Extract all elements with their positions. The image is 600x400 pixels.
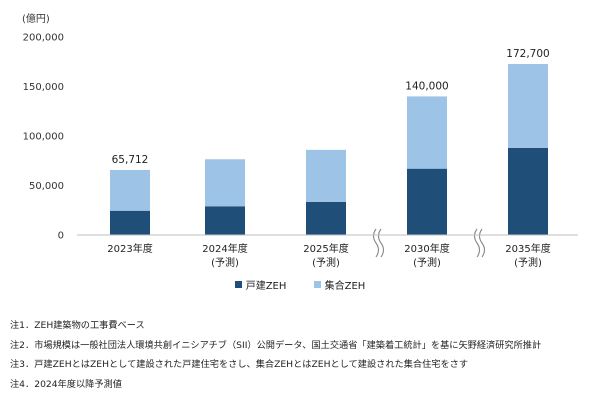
category-sublabel: (予測) <box>413 256 441 269</box>
category-labels: 2023年度 2024年度(予測)2025年度(予測)2030年度(予測)2035… <box>107 242 550 269</box>
y-tick-label: 200,000 <box>23 33 64 44</box>
category-label: 2035年度 <box>505 242 550 255</box>
category-sublabel: (予測) <box>211 256 239 269</box>
axis-break-mark <box>372 228 380 258</box>
legend-label-collective: 集合ZEH <box>324 281 366 292</box>
note-1: 注1．ZEH建築物の工事費ベース <box>10 320 145 331</box>
category-label: 2030年度 <box>404 242 449 255</box>
bar-detached-zeh <box>306 201 346 235</box>
legend-item-detached: 戸建ZEH <box>234 277 287 292</box>
total-value-label: 140,000 <box>405 80 448 92</box>
y-tick-label: 50,000 <box>29 181 64 192</box>
bar-collective-zeh <box>508 64 548 148</box>
bar-collective-zeh <box>205 159 245 207</box>
y-tick-label: 150,000 <box>23 82 64 93</box>
category-label: 2025年度 <box>303 242 348 255</box>
y-tick-label: 0 <box>58 231 64 242</box>
category-sublabel: (予測) <box>312 256 340 269</box>
total-value-label: 172,700 <box>506 48 549 60</box>
legend-item-collective: 集合ZEH <box>313 277 366 292</box>
bar-collective-zeh <box>407 96 447 169</box>
note-3: 注3．戸建ZEHとはZEHとして建設された戸建住宅をさし、集合ZEHとはZEHと… <box>10 359 469 370</box>
y-axis-unit-label: (億円) <box>22 12 50 25</box>
legend-swatch-collective <box>313 281 321 288</box>
bar-detached-zeh <box>407 168 447 235</box>
category-sublabel: (予測) <box>514 256 542 269</box>
legend: 戸建ZEH 集合ZEH <box>0 277 600 292</box>
bar-detached-zeh <box>110 210 150 235</box>
bar-collective-zeh <box>306 149 346 202</box>
note-2: 注2．市場規模は一般社団法人環境共創イニシアチブ（SII）公開データ、国土交通省… <box>10 339 542 351</box>
legend-swatch-detached <box>234 281 242 288</box>
legend-label-detached: 戸建ZEH <box>245 281 287 292</box>
axis-breaks <box>370 228 486 258</box>
note-4: 注4．2024年度以降予測値 <box>10 378 122 390</box>
bar-detached-zeh <box>508 147 548 235</box>
data-labels: 65,712 140,000 172,700 <box>112 48 550 166</box>
zeh-market-chart: (億円) 0 50,000 100,000 150,000 200,000 65,712… <box>22 12 578 269</box>
y-axis-ticks: 0 50,000 100,000 150,000 200,000 <box>23 33 64 242</box>
total-value-label: 65,712 <box>112 154 149 166</box>
category-label: 2024年度 <box>202 242 247 255</box>
bar-detached-zeh <box>205 206 245 235</box>
bars <box>110 64 548 235</box>
bar-collective-zeh <box>110 169 150 211</box>
category-label: 2023年度 <box>107 242 152 255</box>
footnotes: 注1．ZEH建築物の工事費ベース 注2．市場規模は一般社団法人環境共創イニシアチ… <box>10 316 541 394</box>
axis-break-mark <box>377 228 385 258</box>
axis-break-mark <box>478 228 486 258</box>
axis-break-mark <box>473 228 481 258</box>
y-tick-label: 100,000 <box>23 132 64 143</box>
